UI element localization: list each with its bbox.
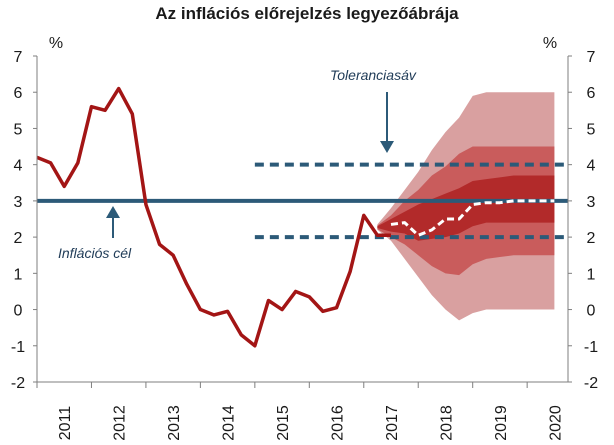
y-tick-label-right: 3 bbox=[587, 194, 596, 211]
x-tick-label: 2016 bbox=[330, 405, 347, 441]
tolerance-arrow-head bbox=[380, 141, 394, 153]
x-tick-label: 2017 bbox=[384, 405, 401, 441]
y-tick-label-left: 5 bbox=[14, 121, 23, 138]
y-tick-label-left: 3 bbox=[14, 194, 23, 211]
tolerance-label: Toleranciasáv bbox=[330, 67, 417, 83]
target-arrow-head bbox=[106, 206, 120, 218]
y-tick-label-left: 4 bbox=[14, 158, 23, 175]
fan-bands bbox=[377, 92, 555, 321]
y-tick-label-left: 0 bbox=[14, 303, 23, 320]
x-tick-label: 2020 bbox=[547, 405, 564, 441]
series-lines bbox=[36, 86, 555, 348]
reference-lines bbox=[37, 162, 568, 240]
y-tick-label-left: 2 bbox=[14, 230, 23, 247]
target-label: Inflációs cél bbox=[58, 245, 132, 261]
y-tick-label-right: 0 bbox=[587, 303, 596, 320]
y-tick-label-left: 1 bbox=[14, 266, 23, 283]
x-tick-label: 2014 bbox=[221, 405, 238, 441]
y-tick-label-left: -1 bbox=[11, 339, 25, 356]
y-tick-label-right: 4 bbox=[587, 158, 596, 175]
y-tick-label-left: 7 bbox=[14, 49, 23, 66]
y-tick-label-right: 1 bbox=[587, 266, 596, 283]
y-tick-label-right: -1 bbox=[584, 339, 598, 356]
x-tick-label: 2015 bbox=[275, 405, 292, 441]
x-tick-label: 2012 bbox=[112, 405, 129, 441]
fan-band-inner bbox=[377, 175, 555, 241]
x-tick-label: 2018 bbox=[438, 405, 455, 441]
y-tick-label-right: 7 bbox=[587, 49, 596, 66]
y-tick-label-left: 6 bbox=[14, 85, 23, 102]
x-tick-label: 2013 bbox=[166, 405, 183, 441]
inflation-line bbox=[36, 86, 391, 348]
y-tick-label-right: 2 bbox=[587, 230, 596, 247]
y-tick-label-right: 5 bbox=[587, 121, 596, 138]
y-tick-label-right: 6 bbox=[587, 85, 596, 102]
chart-title: Az inflációs előrejelzés legyezőábrája bbox=[155, 4, 459, 23]
axes: -2 -2 -1 -1 0 0 1 1 2 2 3 3 4 4 5 5 6 6 7 7 2011 2012 2013 2014… bbox=[11, 49, 598, 441]
y-unit-right: % bbox=[543, 35, 557, 52]
y-tick-label-right: -2 bbox=[584, 375, 598, 392]
y-unit-left: % bbox=[49, 35, 63, 52]
y-tick-label-left: -2 bbox=[11, 375, 25, 392]
x-tick-label: 2011 bbox=[57, 406, 74, 441]
x-tick-label: 2019 bbox=[493, 405, 510, 441]
annotation-arrows bbox=[106, 92, 394, 238]
